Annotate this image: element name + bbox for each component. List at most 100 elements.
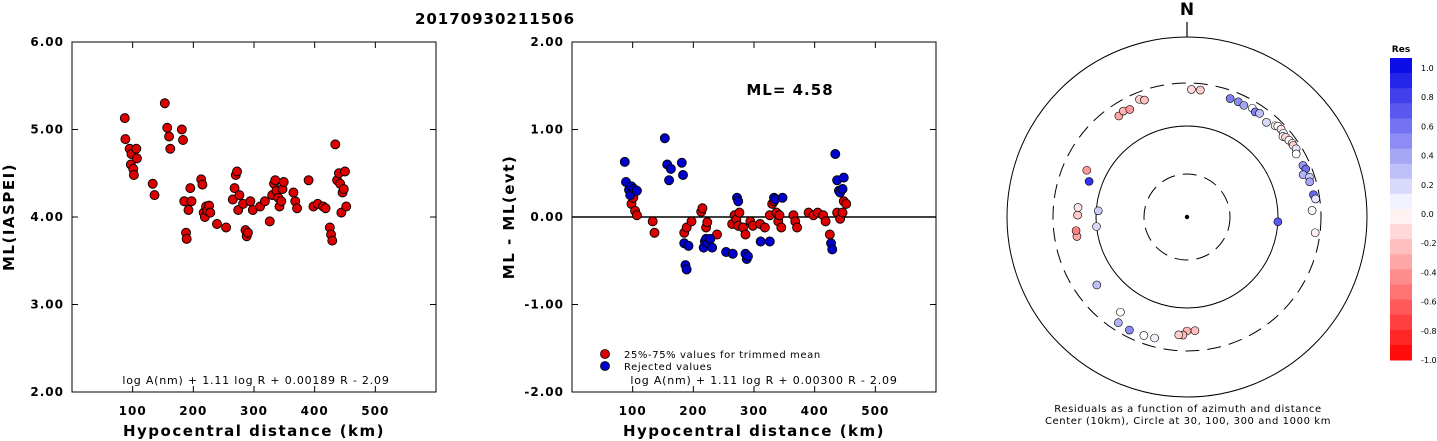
panel1-data-point [242, 227, 253, 238]
panel1-data-point [276, 196, 287, 207]
panel2-rejected-point [683, 240, 694, 251]
panel2-accepted-point [734, 207, 745, 218]
panel2-rejected-point [676, 157, 687, 168]
panel1-data-point [221, 222, 232, 233]
panel2-rejected-point [678, 170, 688, 180]
colorbar-cell [1390, 193, 1412, 210]
legend-rejected-marker [600, 361, 610, 371]
ml-value-label: ML= 4.58 [746, 81, 833, 99]
panel2-accepted-point [647, 216, 658, 227]
panel2-rejected-point [830, 149, 841, 159]
panel2-ytick-label: 0.00 [530, 210, 564, 224]
legend-rejected-label: Rejected values [624, 362, 712, 373]
panel2-accepted-point [740, 229, 751, 240]
station-residual-point [1073, 210, 1082, 220]
panel2-rejected-point [742, 251, 753, 262]
panel1-data-point [128, 170, 139, 180]
colorbar-cell [1390, 133, 1412, 150]
station-residual-point [1092, 222, 1101, 231]
panel1-xtick-label: 300 [240, 404, 268, 418]
colorbar-cell [1390, 103, 1412, 119]
panel1-data-point [159, 98, 170, 109]
polar-caption-line1: Residuals as a function of azimuth and d… [1054, 404, 1322, 415]
colorbar-cell [1390, 58, 1412, 74]
panel2-rejected-point [777, 192, 788, 203]
panel1-ytick-label: 2.00 [30, 385, 64, 399]
panel2-rejected-point [681, 264, 692, 275]
panel1-data-point [185, 183, 196, 194]
panel2-formula: log A(nm) + 1.11 log R + 0.00300 R - 2.0… [630, 374, 897, 387]
colorbar-cell [1390, 224, 1412, 240]
legend-accepted-label: 25%-75% values for trimmed mean [624, 350, 821, 361]
panel1-data-point [165, 143, 176, 154]
panel1-data-point [330, 139, 341, 150]
station-residual-point [1190, 326, 1200, 336]
panel2-rejected-point [707, 242, 718, 253]
panel1-xtick-label: 500 [361, 404, 389, 418]
station-residual-point [1084, 177, 1094, 186]
station-residual-point [1093, 206, 1103, 216]
panel1-formula: log A(nm) + 1.11 log R + 0.00189 R - 2.0… [122, 374, 389, 387]
panel1-data-point [178, 135, 188, 145]
colorbar-cell [1390, 344, 1412, 361]
station-residual-point [1092, 280, 1102, 290]
station-residual-point [1071, 226, 1081, 235]
station-residual-point [1239, 101, 1249, 110]
panel1-data-point [183, 205, 194, 215]
panel1-data-point [131, 143, 142, 154]
colorbar-tick-label: -0.6 [1421, 298, 1437, 307]
panel2-accepted-point [776, 222, 787, 233]
colorbar-tick-label: 0.8 [1421, 93, 1434, 102]
colorbar-cell [1390, 163, 1412, 180]
legend-accepted-marker [600, 349, 610, 359]
panel1-data-point [197, 179, 208, 190]
panel2-rejected-point [827, 244, 838, 255]
panel1-xlabel: Hypocentral distance (km) [123, 422, 385, 440]
panel1-data-point [232, 166, 242, 177]
station-residual-point [1310, 228, 1320, 238]
colorbar-cells [1390, 58, 1412, 361]
station-residual-point [1082, 165, 1092, 175]
panel2-rejected-point [727, 248, 738, 259]
colorbar-tick-label: -1.0 [1421, 356, 1437, 365]
panel2-accepted-point [702, 217, 713, 228]
panel2-rejected-point [659, 133, 670, 144]
panel2-xtick-label: 200 [679, 404, 707, 418]
panel2-xtick-label: 300 [740, 404, 768, 418]
panel2-rejected-point [665, 163, 676, 174]
panel2-accepted-point [792, 222, 803, 233]
panel1-xtick-label: 200 [179, 404, 207, 418]
panel1-data-point [119, 113, 130, 124]
panel2-accepted-point [759, 222, 770, 233]
station-residual-point [1187, 85, 1196, 94]
panel2-rejected-point [838, 172, 849, 183]
station-residual-point [1125, 325, 1134, 335]
panel1-data-point [181, 233, 192, 244]
ml-vs-distance-panel: 100 200 300 400 500 2.00 3.00 4.00 5.00 6.00 log … [0, 35, 437, 440]
colorbar: Res 1.0 0.8 0.6 0.4 0.2 0.0 -0.2 -0.4 -0.6 -0.8 -1… [1390, 45, 1437, 365]
colorbar-cell [1390, 239, 1412, 255]
panel1-data-point [212, 219, 222, 229]
colorbar-tick-label: -0.4 [1421, 268, 1437, 277]
panel1-data-point [278, 177, 289, 187]
panel1-data-point [264, 216, 275, 227]
colorbar-tick-label: -0.8 [1421, 327, 1437, 336]
station-residual-point [1140, 95, 1149, 105]
station-residual-point [1305, 177, 1314, 187]
panel1-data-point [341, 201, 352, 212]
panel1-data-point [270, 175, 281, 186]
panel1-data-point [303, 175, 314, 186]
panel2-accepted-point [841, 198, 852, 209]
colorbar-cell [1390, 88, 1412, 104]
center-dot [1184, 214, 1190, 220]
station-residual-point [1262, 118, 1271, 127]
colorbar-cell [1390, 269, 1412, 285]
panel2-rejected-point [733, 196, 744, 207]
colorbar-tick-label: 0.0 [1421, 210, 1434, 219]
panel1-data-point [340, 166, 350, 177]
panel2-xlabel: Hypocentral distance (km) [623, 422, 885, 440]
station-residual-point [1114, 318, 1123, 328]
colorbar-cell [1390, 148, 1412, 165]
panel2-accepted-point [774, 210, 785, 221]
residual-vs-distance-panel: 100 200 300 400 500 -2.00 -1.00 0.00 1.00 2.00 ML… [500, 35, 937, 440]
